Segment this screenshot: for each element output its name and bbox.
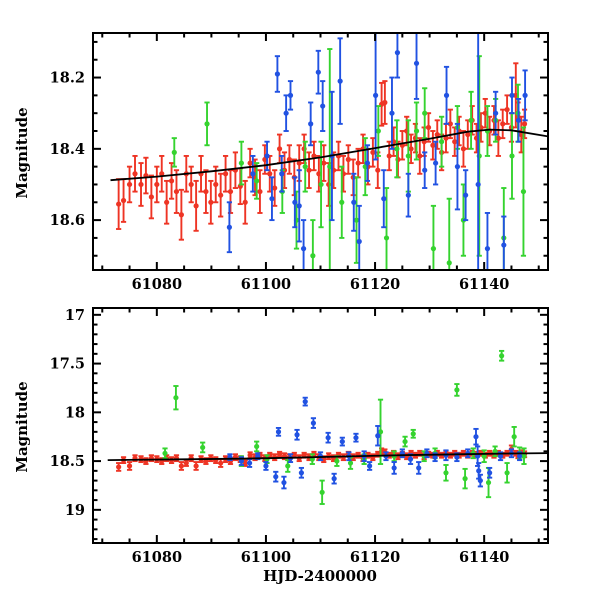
bottom-panel-frame [92,307,549,544]
x-axis-title: HJD-2400000 [263,567,377,585]
top-y-tick-label: 18.4 [50,141,85,158]
top-model-fit-line [110,128,548,182]
bottom-y-tick-label: 18 [65,404,85,421]
bottom-panel: 61080 61100 61120 61140 17 17.5 18 18.5 19 [50,307,549,566]
bottom-x-tick-label: 61140 [459,549,509,566]
top-y-tick-label: 18.6 [50,212,85,229]
top-green-band-series [171,48,527,270]
top-panel: 61080 61100 61120 61140 18.2 18.4 18.6 [50,32,549,293]
top-x-tick-label: 61080 [132,276,182,293]
bottom-green-band-series [162,349,527,505]
bottom-y-tick-label: 17 [65,307,85,324]
bottom-blue-band-series [227,396,523,490]
top-blue-band-series [226,33,528,270]
bottom-y-tick-label: 19 [65,502,85,519]
bottom-x-tick-label: 61100 [241,549,291,566]
top-panel-y-axis-title: Magnitude [13,107,31,199]
top-x-tick-label: 61100 [241,276,291,293]
top-y-tick-label: 18.2 [50,70,85,87]
bottom-x-tick-label: 61120 [350,549,400,566]
top-x-tick-label: 61120 [350,276,400,293]
bottom-model-fit-line [107,452,548,461]
bottom-y-tick-label: 18.5 [50,453,85,470]
top-x-tick-label: 61140 [459,276,509,293]
bottom-x-tick-label: 61080 [132,549,182,566]
bottom-panel-y-axis-title: Magnitude [13,381,31,473]
bottom-y-tick-label: 17.5 [50,356,85,373]
